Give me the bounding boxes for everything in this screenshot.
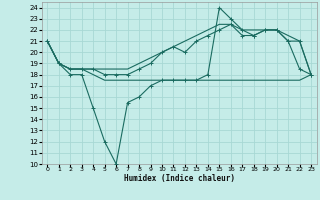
X-axis label: Humidex (Indice chaleur): Humidex (Indice chaleur) — [124, 174, 235, 183]
